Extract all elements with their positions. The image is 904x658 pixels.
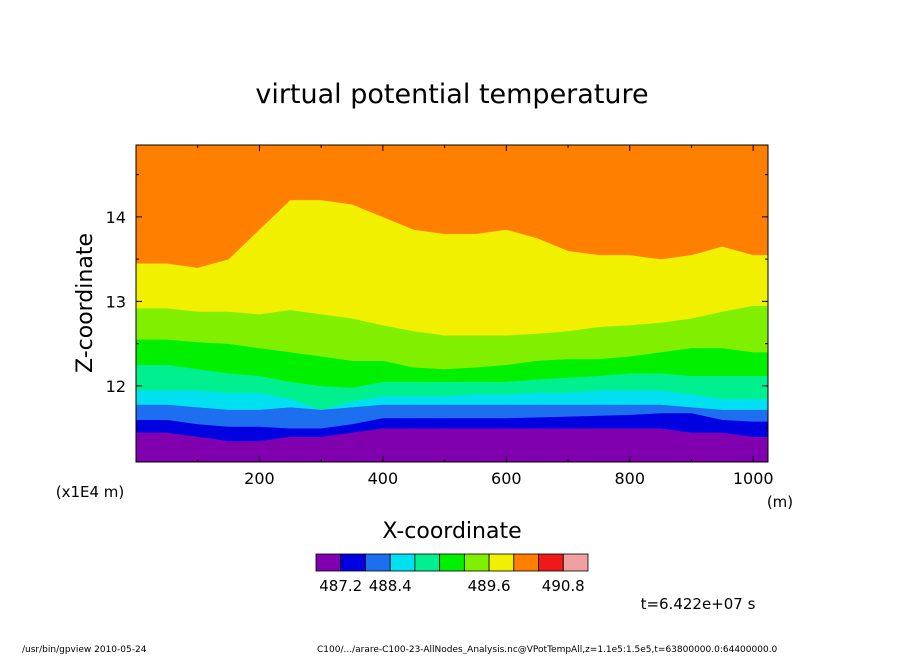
y-axis: 12 13 14 xyxy=(106,174,768,429)
colorbar-swatch xyxy=(513,553,539,572)
x-tick-label: 400 xyxy=(368,469,399,488)
x-tick-label: 200 xyxy=(244,469,275,488)
plot-frame xyxy=(135,144,769,463)
colorbar-swatch xyxy=(315,553,342,572)
colorbar: 487.2 488.4 489.6 490.8 xyxy=(315,553,589,595)
source-info: C100/.../arare-C100-23-AllNodes_Analysis… xyxy=(317,645,778,654)
colorbar-swatch xyxy=(463,553,490,572)
colorbar-swatch xyxy=(389,553,416,572)
x-tick-label: 600 xyxy=(491,469,522,488)
colorbar-label: 489.6 xyxy=(468,577,511,595)
time-label: t=6.422e+07 s xyxy=(641,595,756,613)
colorbar-label: 487.2 xyxy=(319,577,362,595)
x-axis-label: X-coordinate xyxy=(382,519,521,544)
x-axis: 200 400 600 800 1000 xyxy=(197,145,774,488)
y-tick-label: 12 xyxy=(106,377,126,396)
x-axis-unit: (m) xyxy=(767,493,793,511)
plot-area xyxy=(135,144,769,463)
y-tick-label: 14 xyxy=(106,208,126,227)
x-tick-label: 800 xyxy=(614,469,645,488)
y-tick-label: 13 xyxy=(106,292,126,311)
x-tick-label: 1000 xyxy=(733,469,774,488)
colorbar-swatch xyxy=(562,553,589,572)
y-axis-label: Z-coordinate xyxy=(73,233,98,373)
colorbar-label: 490.8 xyxy=(542,577,585,595)
y-axis-unit: (x1E4 m) xyxy=(56,483,125,501)
chart-title: virtual potential temperature xyxy=(255,79,648,110)
colorbar-swatch xyxy=(414,553,441,572)
colorbar-swatch xyxy=(340,553,366,572)
colorbar-swatch xyxy=(365,553,391,572)
colorbar-swatch xyxy=(488,553,515,572)
colorbar-swatch xyxy=(538,553,564,572)
colorbar-label: 488.4 xyxy=(369,577,412,595)
colorbar-swatch xyxy=(439,553,465,572)
program-info: /usr/bin/gpview 2010-05-24 xyxy=(22,645,147,654)
